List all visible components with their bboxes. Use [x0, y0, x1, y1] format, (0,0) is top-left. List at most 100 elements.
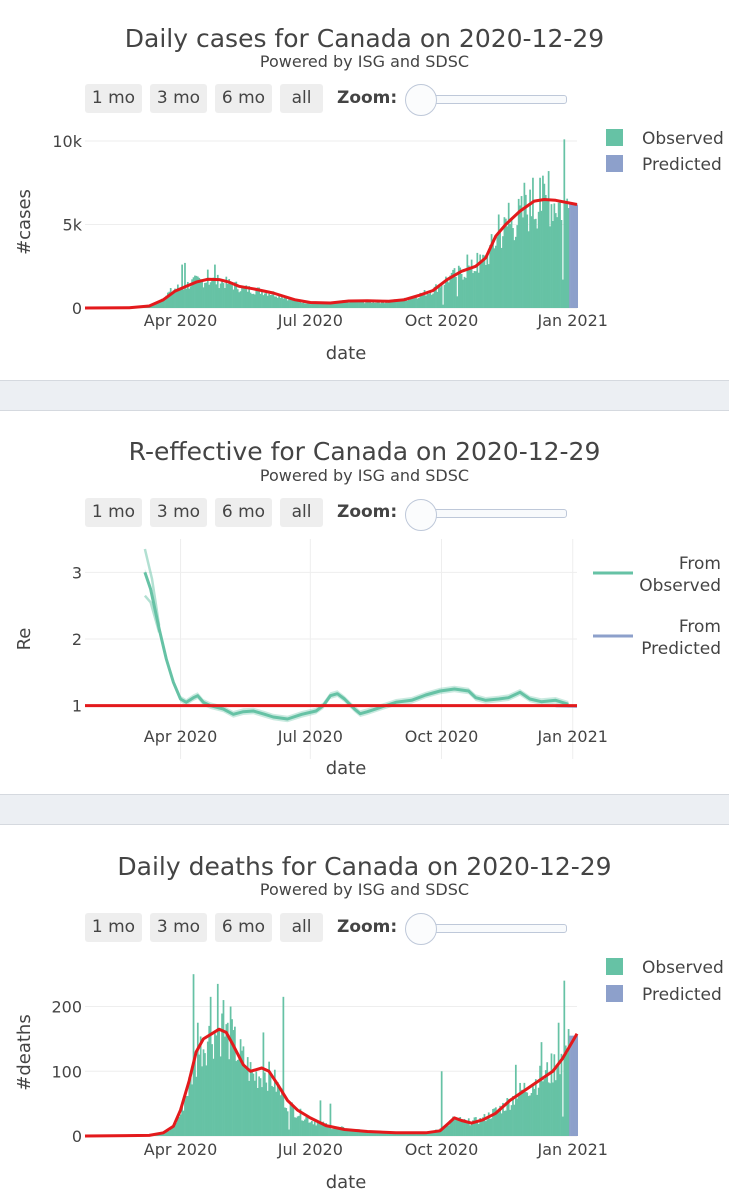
observed-bar — [369, 301, 372, 308]
observed-bar — [554, 1080, 557, 1136]
observed-bar — [517, 198, 520, 308]
smoothed-trend-line — [84, 198, 578, 310]
observed-bar — [443, 1128, 446, 1136]
range-6mo-button[interactable]: 6 mo — [215, 498, 272, 527]
observed-bar — [526, 1092, 529, 1136]
observed-bar — [154, 304, 156, 308]
observed-bar — [316, 1122, 319, 1136]
range-3mo-button[interactable]: 3 mo — [150, 498, 207, 527]
observed-bar — [165, 1130, 168, 1136]
observed-bar — [529, 1095, 531, 1136]
observed-bar — [539, 1065, 541, 1136]
zoom-slider-handle[interactable] — [405, 499, 437, 531]
predicted-bar — [576, 1035, 579, 1136]
observed-bar — [467, 265, 470, 308]
observed-bar — [379, 1131, 382, 1136]
observed-bar — [532, 1086, 534, 1136]
observed-bar — [556, 1065, 559, 1136]
range-3mo-button[interactable]: 3 mo — [150, 913, 207, 942]
observed-bar — [157, 1134, 159, 1136]
range-1mo-button[interactable]: 1 mo — [85, 913, 142, 942]
observed-bar — [215, 1035, 218, 1136]
x-tick-label: Jan 2021 — [536, 311, 607, 330]
range-3mo-button[interactable]: 3 mo — [150, 84, 207, 113]
observed-bar — [455, 1117, 457, 1136]
observed-bar — [355, 300, 357, 308]
observed-bar — [512, 1095, 514, 1136]
observed-bar — [410, 1133, 413, 1136]
observed-bar — [453, 268, 456, 308]
observed-bar — [433, 286, 436, 308]
observed-bar — [554, 213, 557, 308]
observed-bar — [316, 301, 319, 308]
observed-bar — [356, 300, 359, 308]
observed-bar — [339, 300, 342, 308]
observed-bar — [242, 286, 245, 308]
observed-bar — [253, 1080, 256, 1136]
observed-bar — [278, 293, 280, 308]
predicted-bar — [572, 1035, 574, 1136]
observed-bar — [527, 231, 530, 308]
observed-bar — [191, 1084, 193, 1136]
cases-chart: 0 5k 10k Apr 2020 Jul 2020 Oct 2020 Jan 2021 da… — [14, 129, 724, 364]
x-tick-label: Apr 2020 — [144, 727, 217, 746]
range-1mo-button[interactable]: 1 mo — [85, 498, 142, 527]
zoom-slider-handle[interactable] — [405, 913, 437, 945]
observed-bar — [258, 1076, 260, 1136]
observed-bar — [224, 288, 226, 308]
observed-bar — [417, 297, 420, 308]
observed-bar — [326, 1124, 329, 1136]
range-6mo-button[interactable]: 6 mo — [215, 913, 272, 942]
observed-bar — [504, 1110, 507, 1136]
observed-bar — [159, 300, 162, 308]
x-axis-title: date — [326, 343, 367, 364]
chart-title: R-effective for Canada on 2020-12-29 — [128, 437, 601, 466]
observed-bar — [567, 1029, 570, 1136]
observed-bar — [359, 1132, 362, 1136]
range-1mo-button[interactable]: 1 mo — [85, 84, 142, 113]
observed-bar — [460, 1119, 463, 1136]
observed-bar — [228, 279, 231, 308]
range-6mo-button[interactable]: 6 mo — [215, 84, 272, 113]
range-all-button[interactable]: all — [280, 84, 323, 113]
observed-bar — [273, 296, 276, 308]
observed-bar — [420, 1133, 423, 1136]
observed-bar — [369, 1132, 372, 1136]
observed-bar — [259, 293, 262, 308]
observed-bar — [356, 1129, 359, 1136]
observed-bar — [479, 254, 482, 308]
observed-bar — [398, 298, 400, 308]
observed-bar — [176, 1117, 179, 1136]
observed-bar — [209, 282, 212, 308]
x-tick-label: Jan 2021 — [536, 727, 607, 746]
observed-bar — [261, 1087, 263, 1136]
observed-bar — [516, 225, 519, 308]
observed-bar — [276, 297, 279, 308]
range-all-button[interactable]: all — [280, 498, 323, 527]
zoom-slider-handle[interactable] — [405, 84, 437, 116]
observed-bar — [463, 1118, 466, 1136]
observed-bar — [185, 1096, 188, 1136]
observed-bar — [542, 1081, 544, 1136]
observed-bar — [506, 226, 509, 308]
observed-bar — [409, 1133, 412, 1136]
observed-bar — [390, 1133, 393, 1136]
observed-bar — [263, 293, 266, 308]
observed-bar — [425, 1132, 427, 1136]
range-all-button[interactable]: all — [280, 913, 323, 942]
observed-bar — [363, 1130, 366, 1136]
observed-bar — [375, 302, 377, 308]
observed-bar — [526, 214, 529, 308]
observed-bar — [544, 195, 547, 308]
observed-bar — [412, 297, 415, 308]
predicted-bar — [573, 1035, 576, 1136]
observed-bar — [302, 1120, 305, 1136]
observed-bar — [184, 1099, 186, 1136]
observed-bar — [519, 205, 521, 308]
observed-bar — [185, 288, 188, 308]
y-tick-label: 1 — [72, 697, 82, 716]
observed-bar — [422, 1133, 424, 1136]
observed-bar — [416, 298, 419, 308]
observed-bar — [440, 285, 443, 308]
observed-bar — [218, 1028, 221, 1136]
